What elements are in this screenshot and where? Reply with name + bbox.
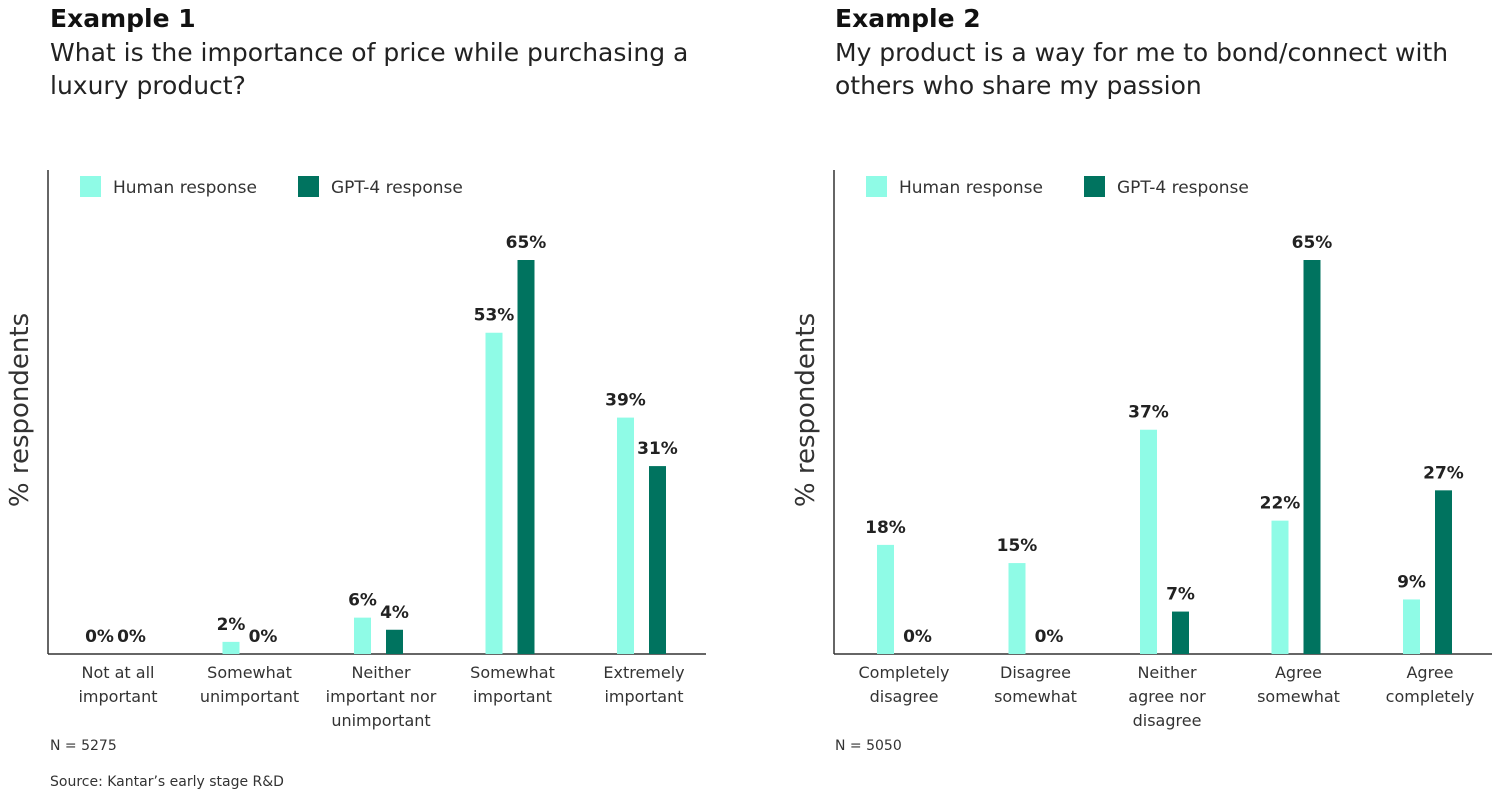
chart-1-x-tick-label: Somewhat (470, 663, 555, 682)
chart-2-data-label: 15% (997, 536, 1038, 556)
chart-1-data-label: 0% (85, 627, 114, 647)
chart-2-x-tick-label: somewhat (1257, 687, 1340, 706)
chart-1-bar-gpt (517, 260, 535, 654)
chart-2-bar-gpt (1303, 260, 1321, 654)
chart-1-bar-gpt (649, 466, 666, 654)
chart-2-subtitle: My product is a way for me to bond/conne… (835, 38, 1449, 100)
chart-1-legend-swatch-gpt (298, 176, 319, 197)
chart-1-subtitle: What is the importance of price while pu… (50, 38, 689, 100)
chart-2-data-label: 65% (1292, 233, 1333, 253)
chart-1-x-tick-label: important nor (326, 687, 437, 706)
chart-1-bar-human (222, 641, 240, 654)
chart-2-bar-human (877, 544, 894, 654)
chart-1-data-label: 53% (474, 306, 515, 326)
chart-2-x-tick-label: Completely (858, 663, 949, 682)
chart-2-x-tick-label: disagree (870, 687, 939, 706)
chart-1-bar-human (485, 332, 503, 654)
chart-1-x-tick-label: Not at all (82, 663, 155, 682)
chart-1-sample-size: N = 5275 (50, 738, 117, 754)
chart-2-x-tick-label: somewhat (994, 687, 1077, 706)
chart-2-x-tick-label: Disagree (1000, 663, 1071, 682)
chart-1-data-label: 65% (506, 233, 547, 253)
chart-2-title: Example 2 (835, 4, 981, 33)
chart-2-bar-human (1140, 429, 1157, 654)
chart-2-x-tick-label: Neither (1137, 663, 1197, 682)
chart-1-x-tick-label: important (604, 687, 683, 706)
chart-2-legend-swatch-human (866, 176, 887, 197)
chart-1-data-label: 6% (348, 591, 377, 611)
chart-2-x-tick-label: completely (1386, 687, 1475, 706)
chart-1-bar-human (354, 617, 371, 654)
chart-2-sample-size: N = 5050 (835, 738, 902, 754)
chart-1-legend-swatch-human (80, 176, 101, 197)
chart-1-legend-label-gpt: GPT-4 response (331, 178, 463, 198)
chart-2-data-label: 0% (1035, 627, 1064, 647)
chart-1-data-label: 0% (249, 627, 278, 647)
source-note: Source: Kantar’s early stage R&D (50, 774, 284, 790)
chart-2-bar-gpt (1435, 490, 1452, 654)
chart-1-x-tick-label: important (473, 687, 552, 706)
chart-1-data-label: 4% (380, 603, 409, 623)
chart-2-x-tick-label: Agree (1275, 663, 1322, 682)
chart-1-x-tick-label: important (78, 687, 157, 706)
chart-2-y-axis-label: % respondents (791, 313, 821, 507)
chart-1-data-label: 2% (217, 615, 246, 635)
chart-2-legend-label-human: Human response (899, 178, 1043, 198)
chart-1-x-tick-label: Somewhat (207, 663, 292, 682)
chart-1-data-label: 39% (605, 391, 646, 411)
chart-1-x-tick-label: Neither (351, 663, 411, 682)
chart-2-data-label: 7% (1166, 585, 1195, 605)
chart-2-legend-label-gpt: GPT-4 response (1117, 178, 1249, 198)
chart-1-data-label: 31% (637, 439, 678, 459)
chart-2-x-tick-label: agree nor (1128, 687, 1206, 706)
chart-1-title: Example 1 (50, 4, 196, 33)
chart-1-data-label: 0% (117, 627, 146, 647)
chart-1-x-tick-label: unimportant (200, 687, 299, 706)
chart-1-legend-label-human: Human response (113, 178, 257, 198)
chart-2-bar-human (1403, 599, 1420, 654)
chart-2-data-label: 22% (1260, 494, 1301, 514)
chart-2-data-label: 37% (1128, 403, 1169, 423)
chart-2-bar-human (1008, 563, 1026, 654)
chart-2-data-label: 18% (865, 518, 906, 538)
chart-1-y-axis-label: % respondents (5, 313, 35, 507)
chart-2-bar-human (1271, 520, 1289, 654)
chart-1-x-tick-label: Extremely (603, 663, 684, 682)
chart-1-x-tick-label: unimportant (331, 711, 430, 730)
chart-2-legend-swatch-gpt (1084, 176, 1105, 197)
chart-2-bar-gpt (1172, 611, 1189, 654)
chart-2-x-tick-label: Agree (1406, 663, 1453, 682)
chart-1-bar-gpt (386, 629, 403, 654)
chart-2-data-label: 9% (1397, 572, 1426, 592)
chart-2-x-tick-label: disagree (1133, 711, 1202, 730)
chart-2-data-label: 0% (903, 627, 932, 647)
chart-1-bar-human (617, 417, 634, 654)
chart-2-data-label: 27% (1423, 463, 1464, 483)
